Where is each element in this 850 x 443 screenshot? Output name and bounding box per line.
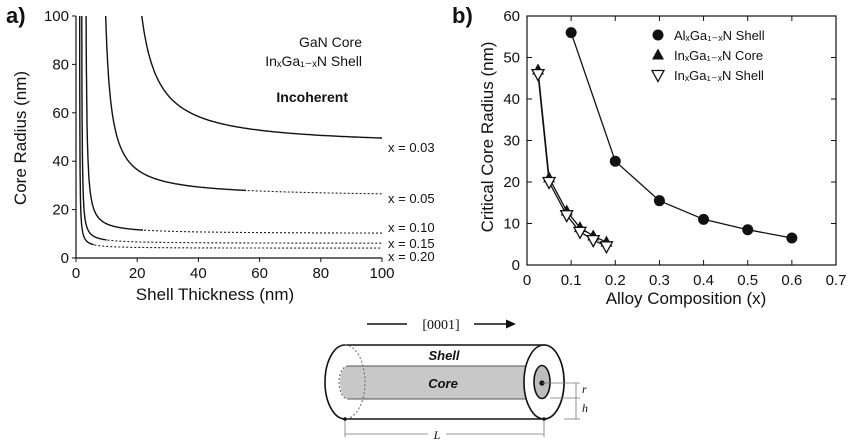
panel-b-chart: b) Critical Core Radius (nm) Alloy Compo… bbox=[452, 3, 846, 308]
panel-b-series-line bbox=[537, 74, 607, 247]
panel-b-legend-label: InₓGa₁₋ₓN Shell bbox=[674, 68, 764, 83]
panel-a-label: a) bbox=[6, 3, 26, 28]
panel-a-curve-solid bbox=[141, 16, 382, 139]
panel-b-data-point bbox=[559, 210, 574, 224]
panel-a-series-label: x = 0.20 bbox=[388, 249, 435, 264]
panel-b-plot-area: 0 10 20 30 40 50 60 0 0.1 0.2 0.3 0.4 0.5 0.6 0.7 bbox=[503, 8, 846, 289]
direction-label: [0001] bbox=[422, 318, 459, 333]
core-cylinder bbox=[340, 366, 541, 399]
panel-a-annotation-shell: InₓGa₁₋ₓN Shell bbox=[265, 53, 362, 69]
panel-a-curve-dotted bbox=[94, 244, 382, 249]
panel-b-data-point bbox=[541, 176, 557, 190]
panel-a-curve-dotted bbox=[107, 239, 382, 244]
panel-a-curve-solid bbox=[85, 16, 144, 231]
panel-b-x-tick-label: 0.6 bbox=[781, 272, 802, 289]
panel-a-curve-solid bbox=[81, 16, 107, 241]
panel-b-y-tick-label: 0 bbox=[512, 257, 520, 274]
panel-b-data-point bbox=[786, 232, 798, 244]
panel-b-y-tick-label: 40 bbox=[503, 91, 520, 108]
panel-a-y-tick-label: 0 bbox=[61, 250, 69, 267]
panel-b-x-tick-label: 0.7 bbox=[826, 272, 847, 289]
panel-b-data-point bbox=[565, 27, 577, 39]
panel-a-curve-dotted bbox=[144, 229, 382, 234]
panel-a-curve-dotted bbox=[247, 189, 382, 195]
core-left-end-hidden bbox=[338, 365, 349, 400]
panel-a-curve-solid bbox=[78, 16, 94, 246]
panel-b-x-tick-label: 0.3 bbox=[649, 272, 670, 289]
panel-b-x-tick-label: 0 bbox=[523, 272, 531, 289]
panel-a-x-tick-label: 80 bbox=[312, 265, 329, 282]
panel-b-y-tick-label: 50 bbox=[503, 50, 520, 67]
panel-a-x-tick-label: 0 bbox=[72, 265, 80, 282]
panel-b-x-tick-label: 0.5 bbox=[737, 272, 758, 289]
panel-a-y-tick-label: 20 bbox=[52, 202, 69, 219]
panel-b-data-point bbox=[698, 213, 710, 225]
panel-a-series-label: x = 0.05 bbox=[388, 191, 435, 206]
panel-b-x-tick-label: 0.1 bbox=[561, 272, 582, 289]
panel-a-y-tick-label: 60 bbox=[52, 105, 69, 122]
panel-a-chart: a) Core Radius (nm) Shell Thickness (nm)… bbox=[6, 3, 435, 304]
panel-a-y-tick-label: 40 bbox=[52, 153, 69, 170]
panel-b-series-line bbox=[537, 69, 607, 243]
panel-b-data-point bbox=[609, 155, 621, 167]
panel-b-x-axis-title: Alloy Composition (x) bbox=[606, 289, 767, 308]
panel-b-y-axis-title: Critical Core Radius (nm) bbox=[478, 42, 497, 233]
panel-a-x-tick-label: 100 bbox=[369, 265, 394, 282]
panel-b-legend: AlₓGa₁₋ₓN Shell InₓGa₁₋ₓN Core InₓGa₁₋ₓN S… bbox=[650, 28, 765, 83]
panel-a-x-tick-label: 20 bbox=[129, 265, 146, 282]
panel-b-data-point bbox=[572, 226, 588, 240]
panel-b-y-tick-label: 60 bbox=[503, 8, 520, 25]
panel-b-legend-label: AlₓGa₁₋ₓN Shell bbox=[674, 28, 765, 43]
panel-b-data-point bbox=[599, 241, 614, 255]
h-label: h bbox=[582, 401, 588, 415]
panel-a-plot-area: 0 20 40 60 80 100 0 20 40 60 80 100 x = 0.03 x = 0.05… bbox=[44, 8, 435, 282]
panel-b-y-tick-label: 30 bbox=[503, 133, 520, 150]
panel-a-y-tick-label: 80 bbox=[52, 56, 69, 73]
r-label: r bbox=[582, 382, 587, 396]
core-label: Core bbox=[428, 376, 458, 391]
panel-b-label: b) bbox=[452, 3, 473, 28]
panel-a-x-tick-label: 40 bbox=[190, 265, 207, 282]
panel-a-series-label: x = 0.10 bbox=[388, 220, 435, 235]
panel-b-data-point bbox=[530, 68, 546, 82]
panel-a-series-label: x = 0.15 bbox=[388, 236, 435, 251]
panel-b-y-tick-label: 20 bbox=[503, 174, 520, 191]
panel-a-x-tick-label: 60 bbox=[251, 265, 268, 282]
panel-a-y-axis-title: Core Radius (nm) bbox=[11, 71, 30, 205]
panel-b-x-tick-label: 0.2 bbox=[605, 272, 626, 289]
panel-b-data-point bbox=[586, 234, 601, 248]
shell-label: Shell bbox=[428, 348, 459, 363]
panel-a-x-axis-title: Shell Thickness (nm) bbox=[136, 285, 294, 304]
panel-b-data-point bbox=[653, 195, 665, 207]
nanowire-schematic: [0001] Shell Core r h L bbox=[324, 318, 588, 442]
shell-left-end-hidden bbox=[344, 344, 366, 420]
panel-b-y-tick-label: 10 bbox=[503, 216, 520, 233]
panel-a-series-label: x = 0.03 bbox=[388, 140, 435, 155]
panel-b-legend-label: InₓGa₁₋ₓN Core bbox=[674, 48, 763, 63]
panel-b-x-tick-label: 0.4 bbox=[693, 272, 714, 289]
panel-b-legend-marker bbox=[650, 69, 666, 83]
direction-arrowhead bbox=[506, 319, 516, 329]
L-label: L bbox=[433, 428, 441, 442]
L-right-dot bbox=[542, 417, 546, 421]
panel-b-legend-marker bbox=[652, 48, 664, 60]
panel-a-curve-solid bbox=[104, 16, 247, 192]
panel-b-data-point bbox=[742, 224, 754, 236]
L-left-dot bbox=[343, 417, 347, 421]
panel-a-annotation-core: GaN Core bbox=[299, 34, 362, 50]
panel-a-annotation-incoherent: Incoherent bbox=[276, 89, 348, 105]
panel-b-series-line bbox=[570, 32, 793, 239]
panel-b-legend-marker bbox=[652, 29, 664, 41]
panel-a-y-tick-label: 100 bbox=[44, 8, 69, 25]
